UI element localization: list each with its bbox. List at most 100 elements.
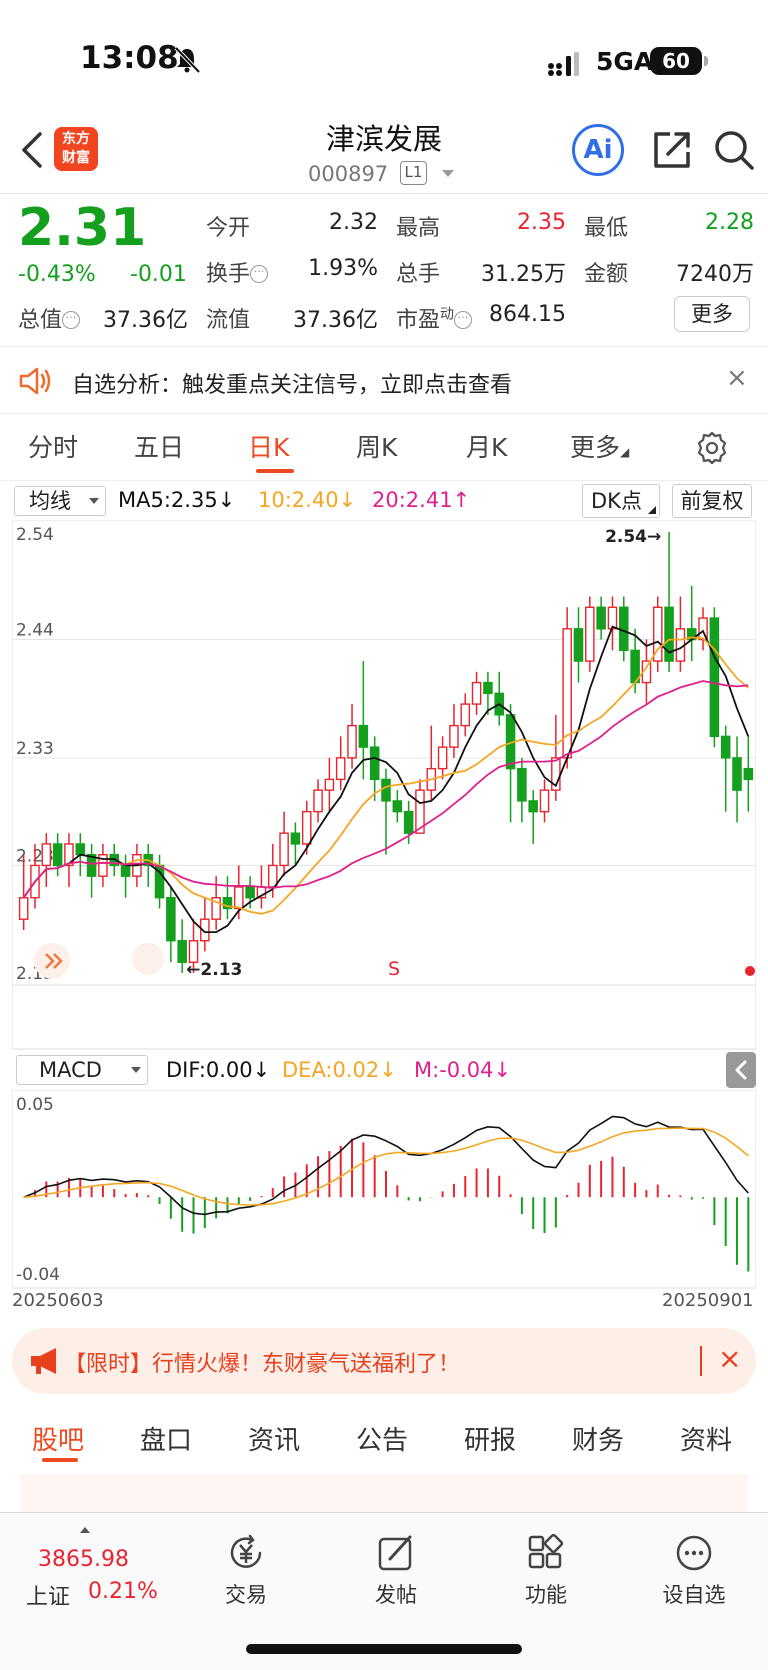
chevron-down-icon[interactable] [442, 170, 454, 177]
latest-dot [745, 966, 755, 976]
candle-body [86, 853, 97, 877]
tab-divider [0, 480, 768, 481]
tab-forum[interactable]: 股吧 [32, 1426, 85, 1456]
open-label: 今开 [206, 216, 251, 241]
battery-icon: 60 [650, 47, 702, 75]
alert-bar[interactable]: 自选分析：触发重点关注信号，立即点击查看 × [0, 346, 768, 414]
add-watchlist-icon [676, 1535, 712, 1571]
low-label: 最低 [584, 216, 629, 241]
turnover-value: 1.93% [308, 256, 378, 281]
y-tick-label: 2.54 [16, 525, 54, 545]
nav-features[interactable]: 功能 [496, 1513, 596, 1623]
info-icon[interactable]: ··· [454, 311, 473, 329]
info-icon[interactable]: ··· [62, 311, 81, 329]
tab-daily-k[interactable]: 日K [248, 433, 290, 462]
candle-body [324, 778, 335, 791]
current-price: 2.31 [18, 198, 147, 258]
candle-body [517, 767, 527, 802]
search-icon[interactable] [712, 128, 756, 172]
alert-text: 自选分析：触发重点关注信号，立即点击查看 [72, 373, 513, 398]
mute-bell-icon [174, 46, 201, 74]
candle-body [392, 800, 403, 813]
ma20-line [22, 680, 749, 899]
candle-body [460, 703, 471, 727]
macd-chart[interactable]: 0.05 -0.04 [12, 1090, 756, 1290]
collapse-panel-button[interactable] [726, 1052, 756, 1088]
candle-body [664, 606, 674, 662]
candle-body [619, 606, 629, 652]
nav-trade[interactable]: 交易 [196, 1513, 296, 1623]
battery-tip [704, 56, 708, 66]
candle-body [211, 897, 221, 920]
megaphone-icon [31, 1348, 56, 1374]
chevron-right-icon [53, 953, 63, 969]
sub-tab-active-indicator [42, 1458, 78, 1462]
nav-post[interactable]: 发帖 [346, 1513, 446, 1623]
expand-corner-icon [132, 943, 164, 975]
dif-label: DIF:0.00↓ [166, 1058, 271, 1082]
candle-body [234, 886, 244, 910]
expand-up-icon[interactable] [80, 1527, 90, 1533]
amount-label: 金额 [584, 262, 629, 287]
promo-banner[interactable]: 【限时】行情火爆！东财豪气送福利了！ × [12, 1328, 756, 1394]
caret-icon [648, 498, 656, 514]
indicator-select[interactable]: MACD [16, 1055, 148, 1085]
speaker-icon [19, 367, 51, 395]
tab-profile[interactable]: 资料 [680, 1426, 733, 1456]
gear-icon[interactable] [694, 430, 730, 466]
candle-body [347, 724, 357, 759]
ai-button[interactable]: Ai [572, 124, 624, 176]
tab-research[interactable]: 研报 [464, 1426, 517, 1456]
macd-frame [12, 1090, 756, 1289]
promo-separator [700, 1346, 702, 1376]
info-icon[interactable]: ··· [250, 265, 269, 283]
close-icon[interactable]: × [726, 363, 748, 393]
candle-body [279, 832, 289, 867]
tab-monthly-k[interactable]: 月K [466, 433, 508, 462]
turnover-label: 换手 ··· [206, 256, 269, 288]
tab-order-book[interactable]: 盘口 [140, 1426, 193, 1456]
candle-body [652, 606, 663, 662]
nav-add-watchlist-label: 设自选 [662, 1583, 726, 1607]
tab-intraday[interactable]: 分时 [28, 433, 79, 462]
pe-label: 市盈动 ··· [396, 302, 473, 334]
dk-label: DK点 [591, 489, 642, 513]
index-value[interactable]: 3865.98 [38, 1547, 129, 1572]
ma-select[interactable]: 均线 [14, 486, 106, 516]
candle-body [596, 606, 606, 630]
candle-body [98, 853, 108, 877]
index-change[interactable]: 0.21% [88, 1579, 158, 1604]
kline-chart[interactable]: 2.542.442.332.232.132.54→←2.13 S [12, 520, 756, 1050]
tab-finance[interactable]: 财务 [572, 1426, 625, 1456]
candle-body [585, 606, 595, 662]
tab-weekly-k[interactable]: 周K [356, 433, 398, 462]
index-name[interactable]: 上证 [26, 1585, 71, 1610]
candle-body [313, 789, 323, 813]
high-value: 2.35 [517, 210, 566, 235]
min-price-annotation: ←2.13 [186, 960, 242, 980]
ma20-label: 20:2.41↑ [372, 488, 471, 512]
candle-body [415, 789, 425, 834]
tab-more[interactable]: 更多◢ [570, 428, 629, 464]
network-type: 5GA [596, 47, 654, 76]
stock-code[interactable]: 000897 [308, 162, 389, 186]
volume-label: 总手 [396, 262, 441, 287]
amount-value: 7240万 [676, 262, 754, 287]
more-button[interactable]: 更多 [674, 296, 750, 332]
ma10-label: 10:2.40↓ [258, 488, 357, 512]
close-icon[interactable]: × [718, 1342, 742, 1375]
level-badge: L1 [400, 161, 427, 185]
tab-five-day[interactable]: 五日 [134, 433, 185, 462]
volume-value: 31.25万 [481, 262, 566, 287]
dk-point-button[interactable]: DK点 [582, 484, 660, 518]
max-price-annotation: 2.54→ [605, 527, 661, 547]
tab-announcements[interactable]: 公告 [356, 1426, 409, 1456]
share-icon[interactable] [650, 128, 694, 172]
back-arrow-icon[interactable] [18, 130, 46, 170]
pe-sup: 动 [440, 306, 455, 323]
candle-body [290, 832, 301, 845]
price-adjust-button[interactable]: 前复权 [672, 484, 752, 518]
nav-add-watchlist[interactable]: 设自选 [644, 1513, 744, 1623]
candle-body [449, 724, 459, 748]
tab-news[interactable]: 资讯 [248, 1426, 301, 1456]
